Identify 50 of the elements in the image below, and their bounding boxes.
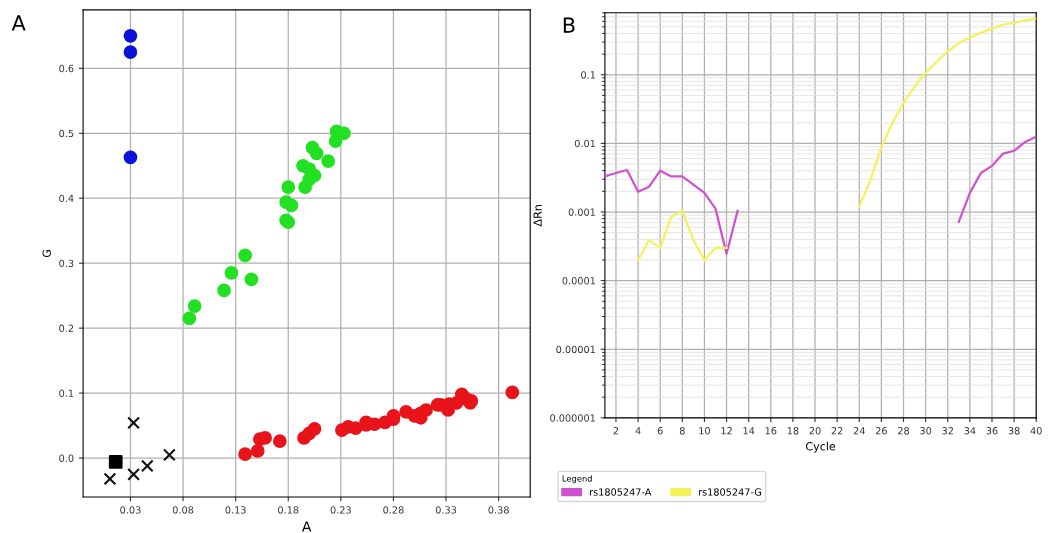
x-tick-label: 10 bbox=[699, 427, 710, 435]
y-tick-label: 0.0 bbox=[59, 454, 74, 462]
x-tick-label: 24 bbox=[853, 427, 865, 435]
y-tick-label: 0.00001 bbox=[556, 345, 595, 354]
y-tick-label: 0.5 bbox=[59, 129, 74, 138]
x-tick-label: 0.33 bbox=[435, 506, 457, 514]
x-tick-label: 0.38 bbox=[488, 506, 509, 514]
y-tick-label: 0.3 bbox=[59, 259, 74, 268]
chart-title: B bbox=[563, 17, 575, 33]
y-tick-label: 0.4 bbox=[59, 194, 74, 203]
y-tick-label: 0.2 bbox=[59, 324, 74, 332]
x-tick-label: 0.23 bbox=[330, 506, 351, 514]
x-tick-label: 14 bbox=[743, 427, 755, 435]
y-axis-title: G bbox=[42, 250, 51, 258]
x-tick-label: 0.18 bbox=[278, 506, 299, 514]
x-tick-label: 32 bbox=[942, 427, 953, 435]
y-tick-label: 0.000001 bbox=[550, 414, 595, 422]
legend-label: rs1805247-A bbox=[590, 488, 652, 496]
x-tick-label: 18 bbox=[787, 427, 799, 435]
x-tick-label: 36 bbox=[986, 427, 998, 435]
x-tick-label: 16 bbox=[765, 427, 777, 435]
x-tick-label: 0.03 bbox=[120, 506, 141, 514]
y-tick-label: 0.1 bbox=[581, 71, 595, 79]
x-tick-label: 34 bbox=[964, 427, 976, 435]
y-tick-label: 0.6 bbox=[59, 64, 74, 73]
x-tick-label: 6 bbox=[657, 427, 663, 435]
x-tick-label: 38 bbox=[1008, 427, 1020, 435]
x-axis-title: Cycle bbox=[806, 441, 836, 453]
x-tick-label: 0.13 bbox=[225, 506, 246, 514]
x-tick-label: 0.08 bbox=[172, 506, 194, 514]
y-tick-label: 0.0001 bbox=[562, 277, 595, 285]
x-axis-title: A bbox=[302, 521, 312, 532]
x-tick-label: 20 bbox=[809, 427, 821, 435]
y-tick-label: 0.1 bbox=[59, 389, 74, 397]
x-tick-label: 8 bbox=[679, 427, 685, 435]
x-tick-label: 2 bbox=[613, 427, 619, 435]
x-tick-label: 4 bbox=[635, 427, 641, 435]
x-tick-label: 22 bbox=[831, 427, 843, 435]
x-tick-label: 30 bbox=[920, 427, 932, 435]
y-tick-label: 0.001 bbox=[568, 208, 595, 216]
y-tick-label: 0.01 bbox=[574, 139, 595, 148]
x-tick-label: 0.28 bbox=[383, 506, 404, 514]
legend-title: Legend bbox=[562, 475, 592, 484]
x-tick-label: 40 bbox=[1030, 427, 1042, 435]
legend-label: rs1805247-G bbox=[698, 488, 762, 496]
x-tick-label: 26 bbox=[875, 427, 887, 435]
x-tick-label: 28 bbox=[898, 427, 910, 435]
chart-title: A bbox=[11, 15, 26, 31]
y-axis-title: ΔRn bbox=[533, 205, 542, 227]
x-tick-label: 12 bbox=[721, 427, 732, 435]
